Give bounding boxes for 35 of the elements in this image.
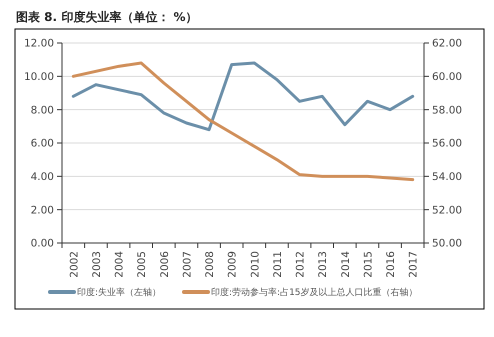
y2-tick-label: 52.00: [432, 204, 462, 216]
y2-tick-label: 54.00: [432, 171, 462, 184]
x-tick-label: 2010: [249, 251, 262, 278]
x-tick-label: 2015: [362, 251, 374, 278]
legend-label: 印度:劳动参与率:占15岁及以上总人口比重（右轴）: [211, 287, 418, 298]
x-tick-label: 2004: [114, 250, 126, 278]
x-tick-label: 2003: [90, 251, 103, 278]
x-tick-label: 2008: [204, 251, 216, 278]
y2-tick-label: 60.00: [432, 71, 462, 84]
x-tick-label: 2014: [340, 250, 352, 278]
line-series: [72, 62, 414, 182]
x-tick-label: 2002: [68, 251, 80, 278]
y-tick-label: 10.00: [24, 71, 54, 84]
y-tick-label: 0.00: [30, 238, 54, 250]
x-tick-label: 2017: [408, 251, 420, 278]
x-tick-label: 2011: [272, 251, 284, 278]
y-tick-label: 4.00: [30, 171, 54, 184]
x-tick-label: 2006: [158, 250, 171, 278]
x-tick-label: 2005: [136, 251, 148, 278]
y-tick-label: 2.00: [30, 204, 54, 216]
chart-title: 图表 8. 印度失业率（单位： %）: [16, 10, 198, 24]
y2-tick-label: 56.00: [432, 138, 462, 150]
y2-tick-label: 50.00: [432, 238, 462, 250]
x-tick-label: 2009: [226, 251, 239, 278]
x-tick-label: 2012: [294, 251, 307, 278]
x-tick-label: 2013: [317, 251, 330, 278]
y2-tick-label: 58.00: [432, 104, 462, 116]
y-tick-label: 8.00: [30, 104, 54, 116]
x-tick-label: 2016: [385, 250, 398, 278]
x-tick-label: 2007: [181, 251, 194, 278]
legend-label: 印度:失业率（左轴）: [77, 287, 162, 298]
line-series: [72, 62, 414, 132]
y2-tick-label: 62.00: [432, 38, 462, 50]
y-tick-label: 12.00: [24, 38, 54, 50]
y-tick-label: 6.00: [30, 138, 54, 150]
